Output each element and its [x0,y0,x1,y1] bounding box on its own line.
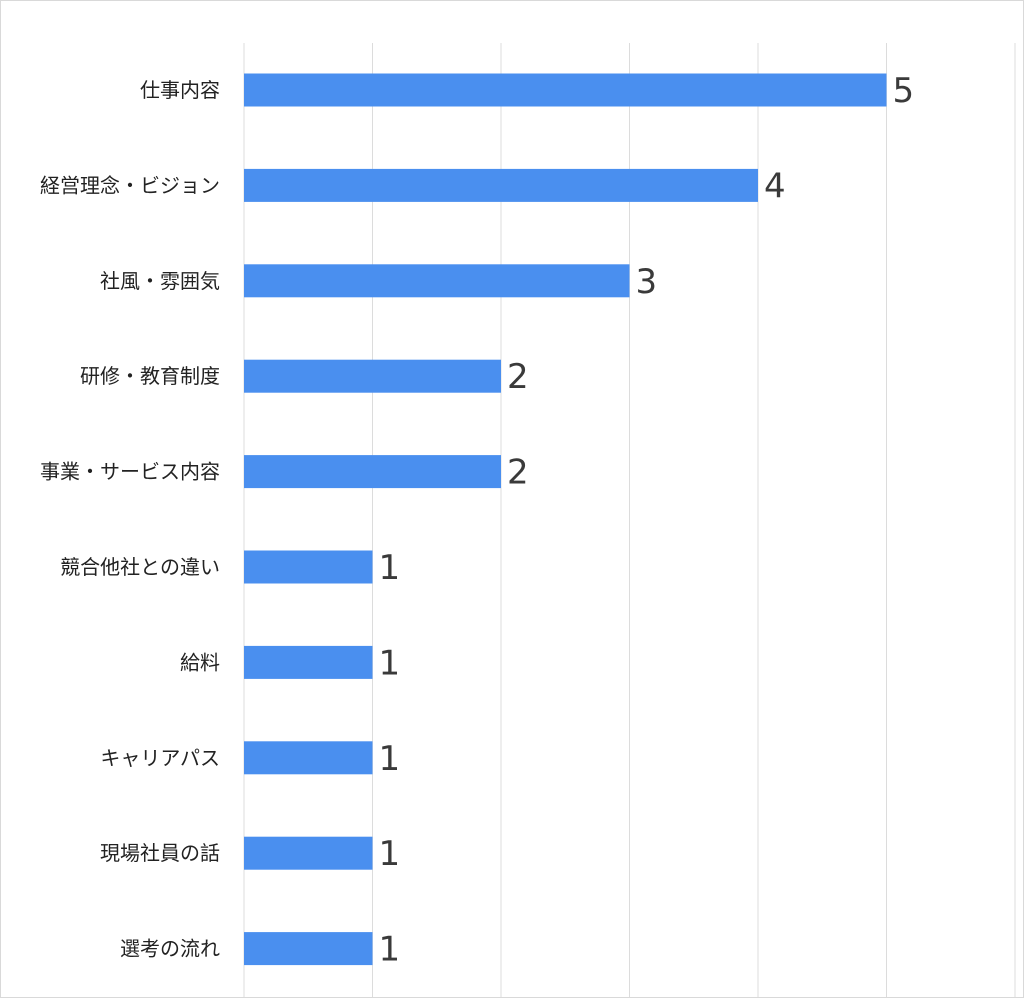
bar-4 [244,455,501,489]
category-label-6: 給料 [180,650,220,674]
grid-layer [243,43,1016,997]
category-label-0: 仕事内容 [140,78,220,102]
category-label-9: 選考の流れ [120,937,220,961]
bar-2 [244,264,630,298]
category-label-1: 経営理念・ビジョン [40,173,220,197]
value-label-0: 5 [893,71,915,111]
category-label-5: 競合他社との違い [60,555,220,579]
value-label-7: 1 [379,739,401,779]
bar-5 [244,550,373,584]
bar-9 [244,932,373,966]
value-label-6: 1 [379,643,401,683]
bar-layer [244,73,887,966]
value-label-2: 3 [636,262,658,302]
category-label-4: 事業・サービス内容 [40,460,220,484]
value-label-3: 2 [507,357,529,397]
category-label-8: 現場社員の話 [100,841,220,865]
category-label-2: 社風・雰囲気 [100,269,220,293]
category-label-7: キャリアパス [100,746,220,770]
label-layer: 仕事内容 5 経営理念・ビジョン 4 社風・雰囲気 3 研修・教育制度 2 事業・サービス内容 2… [40,71,914,970]
bar-7 [244,741,373,775]
value-label-9: 1 [379,930,401,970]
bar-1 [244,168,758,202]
bar-0 [244,73,887,107]
bar-8 [244,836,373,870]
value-label-4: 2 [507,453,529,493]
value-label-5: 1 [379,548,401,588]
category-label-3: 研修・教育制度 [80,364,220,388]
value-label-1: 4 [764,166,786,206]
bar-3 [244,359,501,393]
bar-6 [244,645,373,679]
value-label-8: 1 [379,834,401,874]
